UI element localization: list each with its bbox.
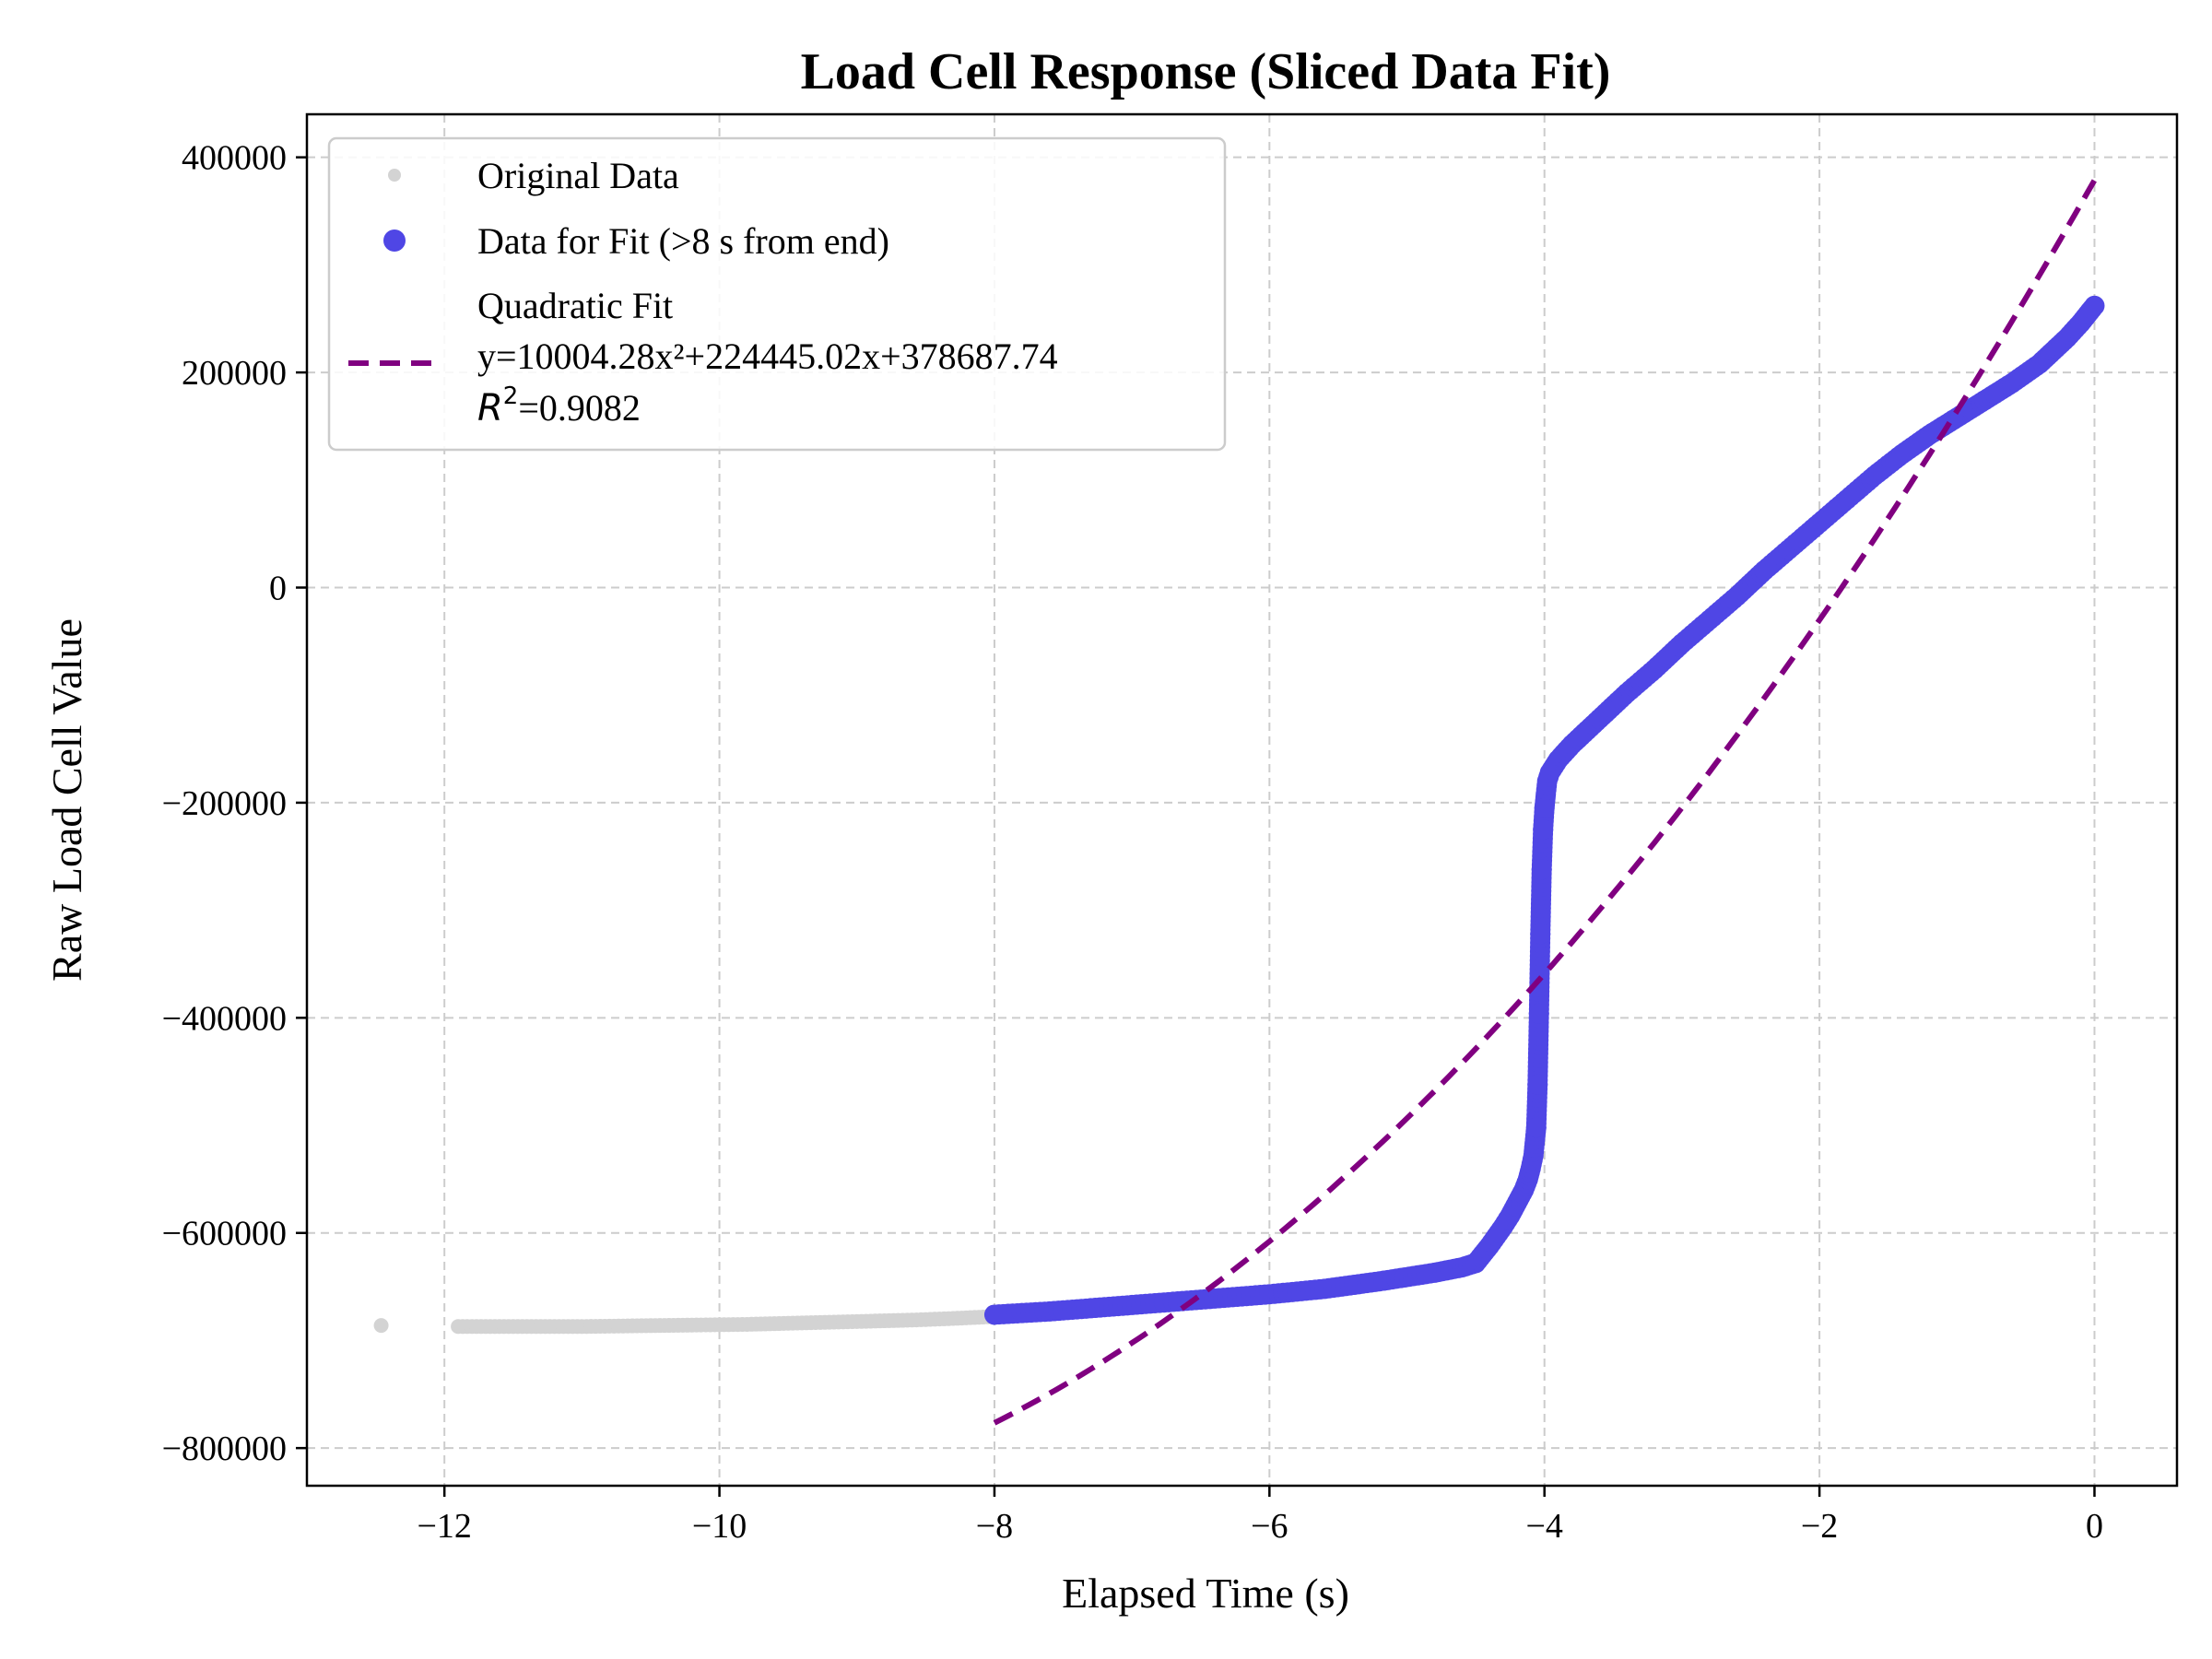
quadratic-fit-series bbox=[993, 179, 2098, 1426]
x-tick-label: −6 bbox=[1251, 1507, 1288, 1546]
legend-label-original: Original Data bbox=[477, 155, 679, 196]
fit-data-point bbox=[1531, 859, 1552, 880]
y-axis-label: Raw Load Cell Value bbox=[43, 618, 90, 982]
fit-data-point bbox=[1525, 1117, 1547, 1138]
legend-label-fit: Quadratic Fit bbox=[477, 285, 673, 326]
original-data-series bbox=[373, 1309, 995, 1335]
x-axis-ticks: −12 −10 −8 −6 −4 −2 0 bbox=[417, 1486, 2103, 1546]
x-tick-label: 0 bbox=[2086, 1507, 2103, 1546]
legend-fit-r2: R2=0.9082 bbox=[477, 382, 641, 429]
chart-title: Load Cell Response (Sliced Data Fit) bbox=[801, 43, 1611, 100]
x-tick-label: −8 bbox=[976, 1507, 1013, 1546]
plot-area-frame bbox=[305, 112, 2179, 1488]
y-tick-label: −400000 bbox=[162, 999, 287, 1038]
y-tick-label: 200000 bbox=[182, 354, 287, 393]
y-tick-label: −600000 bbox=[162, 1215, 287, 1253]
y-tick-label: 400000 bbox=[182, 139, 287, 178]
fit-data-series bbox=[983, 295, 2105, 1325]
legend-box bbox=[327, 136, 1227, 452]
x-tick-label: −12 bbox=[417, 1507, 471, 1546]
fit-data-point bbox=[1528, 1003, 1549, 1024]
y-tick-label: 0 bbox=[269, 570, 287, 608]
x-axis-label: Elapsed Time (s) bbox=[1062, 1570, 1349, 1617]
x-tick-label: −2 bbox=[1801, 1507, 1838, 1546]
quadratic-fit-line bbox=[993, 179, 2098, 1426]
y-axis-ticks: 400000 200000 0 −200000 −400000 −600000 −80000… bbox=[162, 139, 307, 1468]
x-tick-label: −10 bbox=[692, 1507, 747, 1546]
y-tick-label: −800000 bbox=[162, 1430, 287, 1468]
fit-data-point bbox=[1534, 797, 1555, 818]
legend-fit-equation: y=10004.28x²+224445.02x+378687.74 bbox=[477, 335, 1058, 377]
fit-data-point bbox=[1533, 819, 1554, 841]
legend-marker-original bbox=[388, 169, 401, 182]
y-tick-label: −200000 bbox=[162, 784, 287, 823]
fit-data-point bbox=[2084, 295, 2105, 316]
fit-data-point bbox=[1527, 1074, 1548, 1095]
legend: Original Data Data for Fit (>8 s from en… bbox=[327, 136, 1227, 452]
fit-data-point bbox=[1530, 924, 1551, 945]
legend-label-fit-data: Data for Fit (>8 s from end) bbox=[477, 220, 889, 262]
x-tick-label: −4 bbox=[1526, 1507, 1563, 1546]
original-data-point bbox=[373, 1318, 389, 1334]
legend-marker-fit-data bbox=[383, 229, 406, 252]
